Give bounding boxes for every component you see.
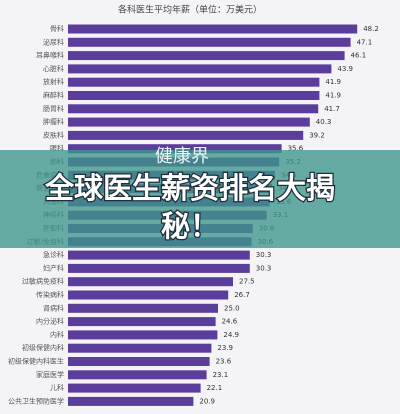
bar	[68, 51, 345, 61]
banner	[0, 150, 400, 248]
category-label: 皮肤科	[43, 130, 64, 139]
category-label: 妇产科	[43, 263, 64, 272]
value-label: 30.3	[256, 251, 272, 259]
category-label: 公共卫生预防医学	[8, 396, 64, 405]
bar	[68, 370, 207, 380]
bar	[68, 277, 233, 287]
category-label: 初级保健内科	[22, 343, 64, 352]
bar	[68, 144, 282, 154]
bar	[68, 64, 332, 74]
bar	[68, 24, 358, 34]
bar	[68, 77, 320, 87]
bar	[68, 130, 304, 140]
category-label: 内科	[50, 330, 64, 339]
bar	[68, 250, 250, 260]
headline: 全球医生薪资排名大揭	[44, 171, 335, 205]
value-label: 35.6	[288, 145, 304, 153]
category-label: 泌尿科	[43, 37, 64, 46]
bar	[68, 290, 229, 300]
value-label: 24.9	[223, 331, 239, 339]
category-label: 家庭医学	[36, 370, 64, 379]
bar	[68, 37, 351, 47]
bar	[68, 303, 218, 313]
value-label: 22.1	[207, 384, 223, 392]
bar	[68, 117, 310, 127]
category-label: 骨科	[50, 24, 64, 33]
bar	[68, 104, 319, 114]
category-label: 内分泌科	[36, 317, 64, 326]
category-label: 心脏科	[43, 64, 64, 73]
value-label: 20.9	[199, 397, 215, 405]
value-label: 24.6	[222, 318, 238, 326]
value-label: 41.9	[325, 92, 341, 100]
category-label: 肠胃科	[43, 104, 64, 113]
bar	[68, 357, 210, 366]
category-label: 急诊科	[43, 250, 64, 259]
category-label: 过敏病免疫科	[22, 277, 64, 286]
value-label: 46.1	[351, 52, 367, 60]
value-label: 41.7	[324, 105, 340, 113]
category-label: 初级保健内科医生	[8, 357, 64, 366]
value-label: 26.7	[234, 291, 250, 299]
bar	[68, 263, 250, 273]
value-label: 27.5	[239, 278, 255, 286]
bar	[68, 396, 194, 406]
category-label: 肾病科	[43, 303, 64, 312]
bar	[68, 383, 201, 393]
value-label: 23.6	[216, 358, 232, 366]
category-label: 儿科	[50, 383, 64, 392]
category-label: 眼科	[50, 144, 64, 153]
category-label: 传染病科	[36, 290, 64, 299]
category-label: 耳鼻喉科	[36, 51, 64, 60]
value-label: 47.1	[357, 38, 373, 46]
value-label: 39.2	[309, 131, 325, 139]
chart-title: 各科医生平均年薪（单位：万美元）	[118, 4, 262, 16]
value-label: 25.0	[224, 304, 240, 312]
value-label: 41.9	[325, 78, 341, 86]
bar	[68, 343, 212, 353]
headline: 秘！	[161, 209, 219, 243]
bar	[68, 330, 218, 340]
bar	[68, 317, 216, 327]
value-label: 30.3	[256, 264, 272, 272]
category-label: 肿瘤科	[43, 117, 64, 126]
category-label: 麻醉科	[43, 91, 64, 100]
value-label: 48.2	[363, 25, 379, 33]
watermark: 健康界	[155, 146, 209, 167]
value-label: 43.9	[337, 65, 353, 73]
category-label: 放射科	[43, 77, 64, 86]
bar	[68, 91, 320, 100]
value-label: 23.1	[213, 371, 229, 379]
value-label: 23.9	[217, 344, 233, 352]
value-label: 40.3	[316, 118, 332, 126]
